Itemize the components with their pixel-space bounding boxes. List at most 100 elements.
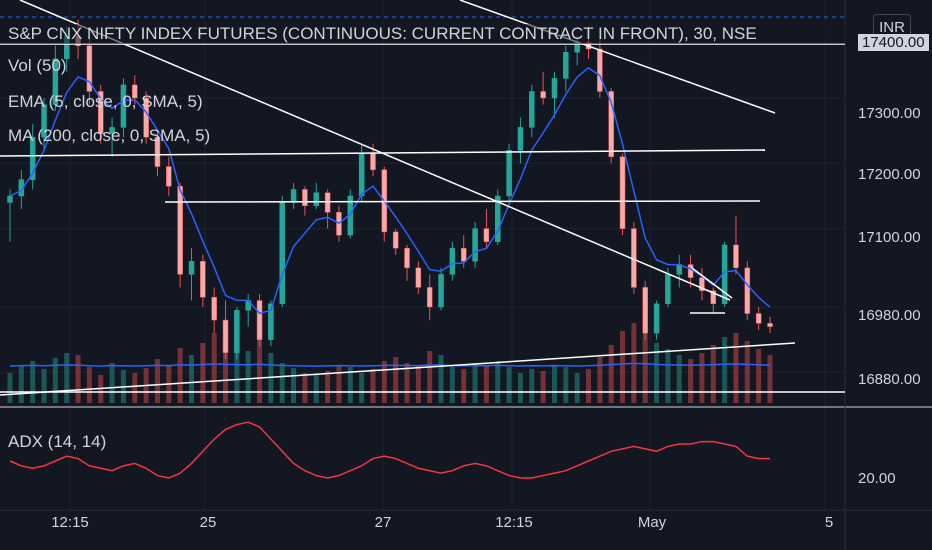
candle-body — [563, 52, 569, 79]
volume-bar — [30, 361, 36, 403]
time-tick-label: 25 — [200, 514, 217, 531]
time-tick-label: May — [638, 514, 667, 531]
candle-body — [166, 166, 172, 187]
candle-body — [313, 192, 320, 207]
volume-bar — [427, 351, 433, 403]
trendline-up-bottom — [0, 342, 796, 396]
volume-bar — [75, 355, 81, 403]
candle-body — [415, 267, 422, 288]
candle-body — [744, 267, 751, 314]
ema-line — [9, 66, 771, 315]
volume-bar — [551, 365, 557, 403]
volume-bar — [347, 367, 353, 403]
volume-bar — [7, 373, 13, 403]
volume-bar — [381, 361, 387, 403]
candle-body — [52, 58, 59, 105]
candle-body — [653, 303, 660, 334]
volume-bar — [370, 369, 376, 403]
candle-body — [370, 153, 376, 171]
volume-bar — [517, 373, 523, 403]
volume-bar — [710, 345, 716, 403]
volume-bar — [245, 351, 251, 403]
volume-bar — [18, 365, 24, 403]
price-tick-label: 17100.00 — [858, 229, 921, 246]
candle-body — [619, 156, 626, 229]
volume-bar — [483, 365, 489, 403]
candle-body — [438, 274, 444, 308]
volume-bar — [506, 367, 512, 403]
volume-bar — [540, 371, 546, 403]
support-line-1 — [0, 149, 766, 157]
volume-bar — [461, 369, 467, 403]
indicator-ema-label[interactable]: EMA (5, close, 0, SMA, 5) — [8, 92, 203, 111]
indicator-ma-label[interactable]: MA (200, close, 0, SMA, 5) — [8, 126, 211, 145]
candle-body — [109, 127, 115, 135]
candle-body — [540, 91, 546, 99]
chart-title: S&P CNX NIFTY INDEX FUTURES (CONTINUOUS:… — [8, 24, 757, 43]
volume-bar — [359, 373, 365, 403]
candle-body — [200, 261, 206, 298]
volume-bar — [154, 359, 160, 403]
volume-bar — [597, 357, 603, 403]
candle-body — [767, 323, 773, 327]
adx-tick-label: 20.00 — [858, 470, 896, 487]
time-tick-label: 12:15 — [495, 514, 533, 531]
volume-bar — [415, 365, 421, 403]
volume-bar — [325, 371, 331, 403]
candle-body — [597, 48, 603, 92]
volume-bar — [200, 343, 206, 403]
volume-bar — [438, 355, 444, 403]
candle-body — [211, 296, 217, 321]
volume-bar — [608, 345, 614, 403]
candle-body — [177, 185, 183, 275]
volume-bar — [744, 341, 750, 403]
candle-body — [506, 149, 512, 197]
candle-body — [120, 84, 127, 128]
candle-body — [460, 247, 467, 262]
price-tick-label: 16880.00 — [858, 371, 921, 388]
candle-body — [608, 91, 614, 158]
volume-bar — [86, 367, 92, 403]
candle-body — [268, 303, 274, 340]
support-line-2 — [164, 200, 761, 203]
volume-bar — [665, 349, 671, 403]
candle-body — [143, 97, 149, 138]
candle-body — [256, 300, 263, 340]
volume-bar — [291, 368, 297, 403]
volume-bar — [676, 355, 682, 403]
time-tick-label: 12:15 — [51, 514, 89, 531]
candle-body — [324, 192, 331, 213]
volume-bar — [313, 375, 319, 403]
candle-body — [132, 84, 138, 99]
volume-bar — [767, 355, 773, 403]
candle-body — [222, 319, 229, 353]
volume-bar — [404, 363, 410, 403]
volume-bar — [472, 363, 478, 403]
candle-body — [7, 195, 13, 203]
candle-body — [710, 290, 717, 305]
price-tick-label: 17200.00 — [858, 166, 921, 183]
candle-body — [733, 244, 739, 269]
time-tick-label: 5 — [825, 514, 833, 531]
volume-bar — [574, 373, 580, 403]
trendline-down-long — [19, 0, 731, 301]
candle-body — [86, 45, 93, 92]
indicator-volume-label[interactable]: Vol (50) — [8, 56, 67, 75]
candle-body — [426, 287, 433, 308]
volume-bar — [52, 358, 58, 403]
indicator-adx-label[interactable]: ADX (14, 14) — [8, 432, 107, 451]
candle-body — [97, 91, 104, 135]
volume-bar — [234, 345, 240, 403]
volume-bar — [642, 327, 648, 403]
volume-bar — [223, 341, 229, 403]
volume-bar — [132, 373, 138, 403]
candle-body — [29, 136, 36, 180]
candle-body — [302, 189, 308, 207]
volume-bar — [257, 337, 263, 403]
candle-body — [358, 153, 365, 197]
volume-bar — [586, 369, 592, 403]
candle-body — [529, 91, 535, 128]
volume-bar — [756, 349, 762, 403]
candle-body — [551, 78, 558, 99]
